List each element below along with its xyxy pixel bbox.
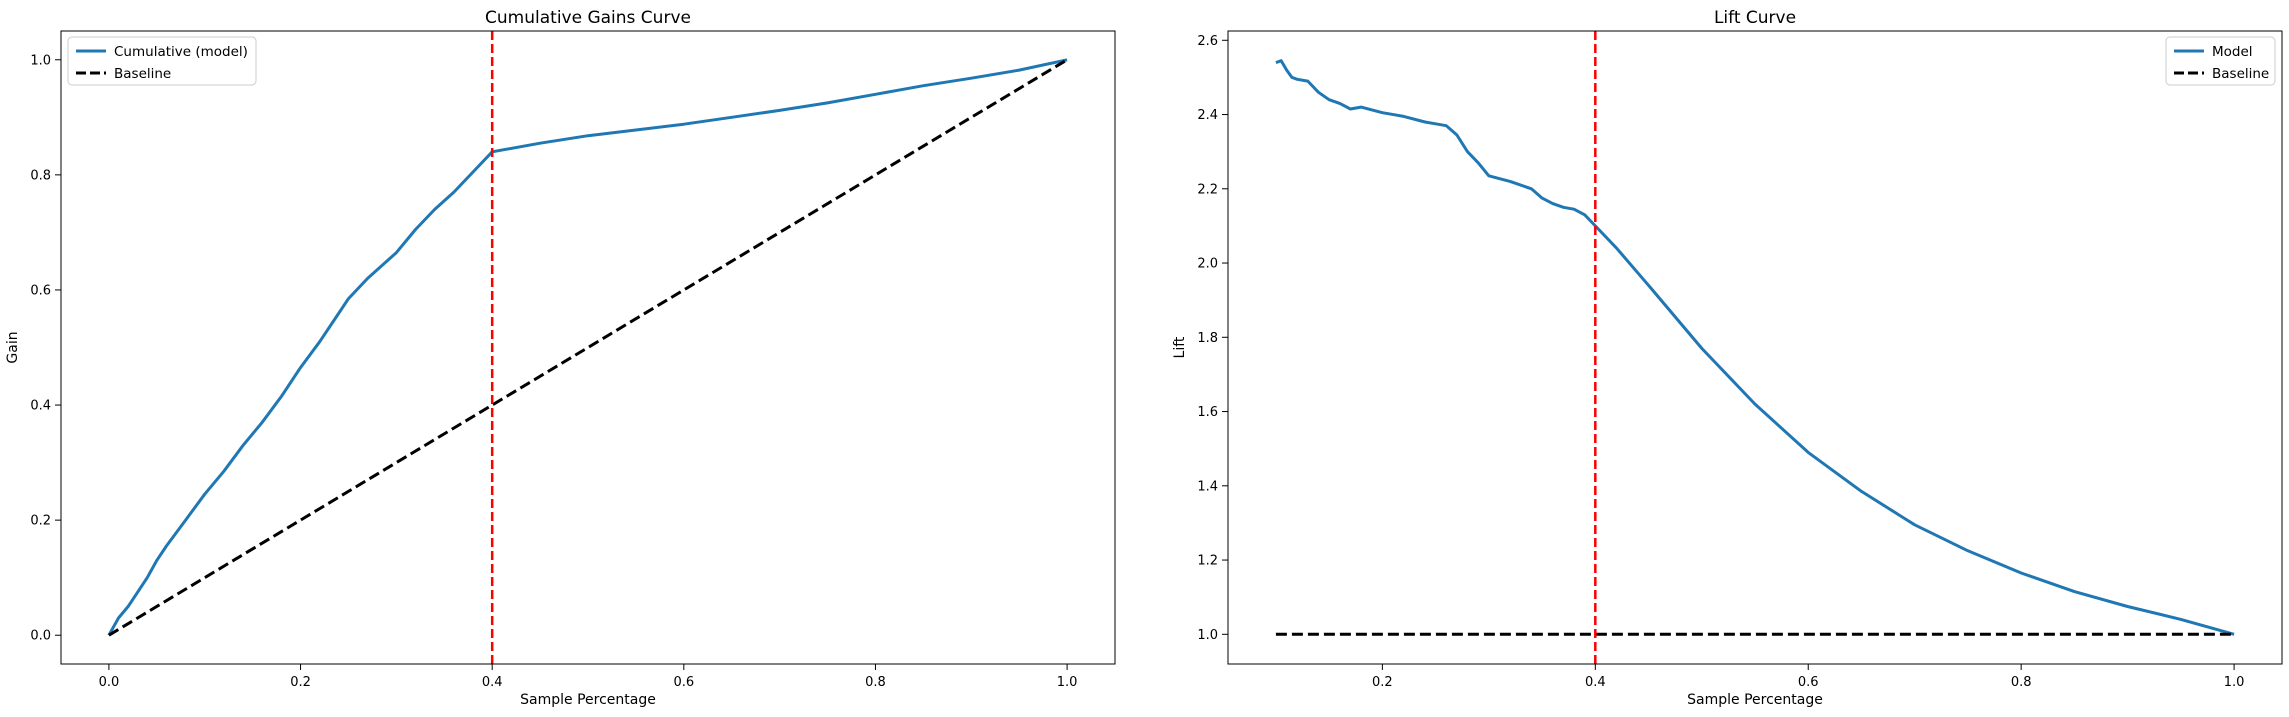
x-tick-label: 1.0 [2224, 675, 2245, 690]
y-tick-label: 2.0 [1197, 257, 1218, 272]
x-tick-label: 0.6 [1798, 675, 1819, 690]
legend-label: Baseline [2212, 66, 2269, 82]
model-line [107, 58, 1068, 636]
model-line [1275, 59, 2235, 636]
lift-chart: Lift Curve 0.2 0.4 0.6 0.8 1.0 1.0 1.2 1.4 1.6 1.8… [1172, 8, 2283, 708]
chart-title: Cumulative Gains Curve [485, 8, 691, 28]
y-tick-label: 1.0 [30, 53, 51, 68]
y-tick-label: 0.4 [30, 399, 51, 414]
y-axis-label: Lift [1172, 336, 1188, 358]
legend: Cumulative (model) Baseline [67, 36, 257, 86]
y-tick-label: 0.8 [30, 168, 51, 183]
y-tick-label: 1.4 [1197, 479, 1218, 494]
y-tick-label: 2.6 [1197, 34, 1218, 49]
y-tick-label: 1.2 [1197, 554, 1218, 569]
x-tick-label: 0.2 [290, 675, 311, 690]
plot-area [107, 31, 1068, 664]
y-tick-label: 2.4 [1197, 108, 1218, 123]
y-tick-label: 1.8 [1197, 331, 1218, 346]
cumulative-gains-chart: Cumulative Gains Curve 0.0 0.2 0.4 0.6 0.8 1.0… [5, 8, 1116, 708]
legend: Model Baseline [2165, 36, 2276, 86]
legend-label: Cumulative (model) [114, 44, 248, 60]
x-tick-label: 0.4 [1585, 675, 1606, 690]
x-tick-label: 0.4 [482, 675, 503, 690]
legend-label: Baseline [114, 66, 171, 82]
y-tick-label: 1.6 [1197, 405, 1218, 420]
legend-box [67, 36, 257, 86]
x-axis-label: Sample Percentage [1687, 692, 1823, 708]
x-tick-label: 0.8 [2011, 675, 2032, 690]
baseline-line [108, 58, 1068, 637]
plot-frame [1227, 30, 2283, 665]
x-axis-label: Sample Percentage [520, 692, 656, 708]
x-tick-label: 0.2 [1372, 675, 1393, 690]
x-tick-label: 0.6 [673, 675, 694, 690]
y-tick-label: 0.2 [30, 514, 51, 529]
x-tick-label: 0.0 [99, 675, 120, 690]
chart-title: Lift Curve [1714, 8, 1796, 28]
x-tick-label: 0.8 [865, 675, 886, 690]
y-tick-label: 2.2 [1197, 182, 1218, 197]
y-tick-label: 0.0 [30, 629, 51, 644]
plot-frame [60, 30, 1116, 665]
x-tick-label: 1.0 [1057, 675, 1078, 690]
y-axis-label: Gain [5, 331, 21, 363]
plot-area [1275, 31, 2235, 664]
legend-label: Model [2212, 44, 2253, 60]
y-tick-label: 1.0 [1197, 628, 1218, 643]
y-tick-label: 0.6 [30, 283, 51, 298]
